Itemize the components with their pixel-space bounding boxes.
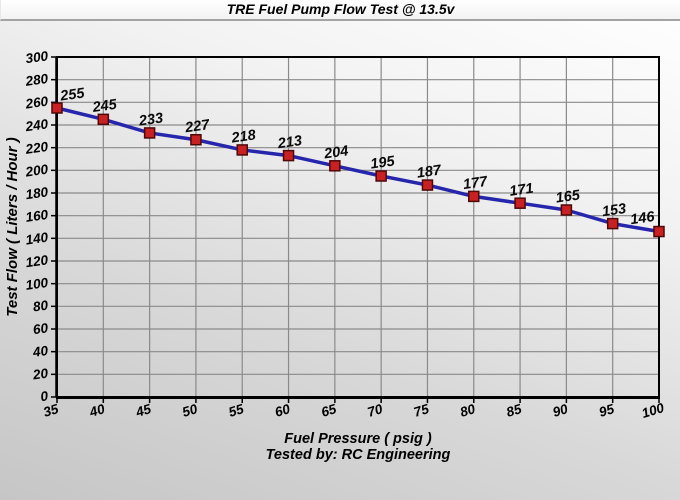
data-point-label: 255 bbox=[58, 85, 86, 104]
y-tick-label: 240 bbox=[24, 116, 50, 134]
y-tick-label: 200 bbox=[24, 162, 50, 180]
y-tick-label: 60 bbox=[32, 320, 49, 337]
x-tick-label: 95 bbox=[597, 401, 616, 420]
data-point-marker bbox=[51, 102, 63, 114]
data-point-marker bbox=[421, 179, 434, 191]
y-tick-label: 280 bbox=[24, 71, 50, 89]
data-point-marker bbox=[97, 113, 110, 126]
y-tick-label: 120 bbox=[25, 252, 50, 270]
data-point-marker bbox=[143, 127, 156, 139]
y-tick-label: 0 bbox=[39, 388, 49, 404]
data-point-label: 195 bbox=[369, 153, 396, 172]
x-tick-label: 70 bbox=[366, 401, 385, 420]
y-tick-label: 20 bbox=[31, 366, 49, 383]
data-point-marker bbox=[329, 160, 341, 172]
data-point-label: 218 bbox=[230, 127, 258, 146]
x-tick-label: 90 bbox=[551, 401, 570, 420]
y-axis-title: Test Flow ( Liters / Hour ) bbox=[4, 137, 21, 317]
data-point-label: 213 bbox=[276, 133, 303, 152]
y-tick-label: 260 bbox=[24, 94, 50, 112]
series-line bbox=[55, 106, 661, 234]
chart-title: TRE Fuel Pump Flow Test @ 13.5v bbox=[226, 1, 455, 17]
data-point-marker bbox=[236, 144, 248, 156]
y-tick-label: 300 bbox=[25, 48, 50, 66]
y-tick-label: 180 bbox=[25, 184, 50, 202]
y-tick-label: 40 bbox=[31, 343, 49, 360]
x-tick-label: 50 bbox=[180, 401, 199, 420]
data-point-marker bbox=[653, 225, 665, 238]
data-point-marker bbox=[560, 204, 573, 216]
data-point-marker bbox=[514, 197, 526, 209]
y-tick-label: 220 bbox=[24, 139, 50, 157]
x-tick-label: 55 bbox=[227, 401, 246, 420]
x-tick-label: 100 bbox=[640, 400, 666, 421]
chart-title-bar: TRE Fuel Pump Flow Test @ 13.5v bbox=[0, 0, 680, 21]
data-point-label: 153 bbox=[601, 201, 627, 220]
data-point-marker bbox=[606, 217, 619, 230]
data-point-label: 187 bbox=[416, 162, 443, 181]
data-point-label: 245 bbox=[91, 97, 119, 116]
x-tick-label: 35 bbox=[41, 401, 60, 420]
x-tick-label: 75 bbox=[412, 401, 431, 420]
data-point-marker bbox=[282, 149, 295, 162]
tested-by-footnote: Tested by: RC Engineering bbox=[265, 447, 451, 463]
y-tick-label: 100 bbox=[25, 275, 50, 293]
x-tick-label: 80 bbox=[458, 401, 477, 420]
data-point-label: 233 bbox=[137, 110, 164, 129]
y-tick-label: 80 bbox=[32, 298, 49, 315]
x-axis-title: Fuel Pressure ( psig ) bbox=[284, 431, 432, 447]
x-tick-label: 60 bbox=[273, 401, 292, 420]
x-tick-label: 45 bbox=[133, 401, 153, 420]
data-point-label: 177 bbox=[462, 174, 489, 193]
data-point-label: 165 bbox=[555, 187, 582, 206]
x-tick-label: 40 bbox=[87, 401, 107, 420]
y-tick-label: 160 bbox=[25, 207, 50, 225]
data-point-marker bbox=[468, 190, 480, 203]
data-point-marker bbox=[190, 133, 202, 146]
data-point-label: 171 bbox=[508, 181, 534, 200]
data-point-label: 227 bbox=[183, 117, 211, 136]
data-point-marker bbox=[375, 170, 387, 182]
data-point-label: 204 bbox=[322, 143, 349, 162]
x-tick-label: 65 bbox=[319, 401, 338, 420]
y-tick-label: 140 bbox=[25, 230, 50, 248]
data-point-label: 146 bbox=[629, 209, 656, 228]
plot-border bbox=[56, 56, 660, 398]
x-tick-label: 85 bbox=[505, 401, 524, 420]
